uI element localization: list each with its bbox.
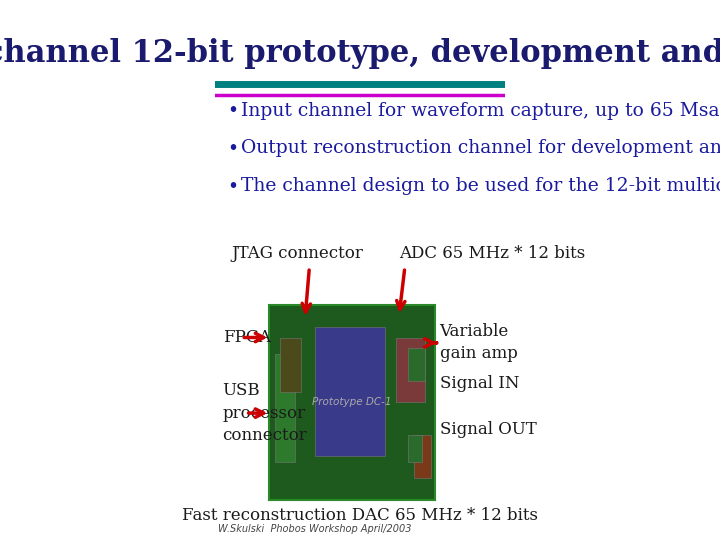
- Text: Prototype DC-1: Prototype DC-1: [312, 397, 392, 407]
- Text: ADC 65 MHz * 12 bits: ADC 65 MHz * 12 bits: [399, 245, 585, 262]
- Bar: [396, 338, 425, 402]
- Bar: [274, 354, 295, 462]
- Text: USB
processor
connector: USB processor connector: [222, 382, 307, 444]
- Text: Input channel for waveform capture, up to 65 Msamples/s.: Input channel for waveform capture, up t…: [241, 102, 720, 120]
- Bar: [408, 435, 422, 462]
- Text: Signal OUT: Signal OUT: [439, 421, 536, 438]
- Bar: [408, 348, 425, 381]
- Text: Output reconstruction channel for development and diagnostic.: Output reconstruction channel for develo…: [241, 139, 720, 158]
- Text: JTAG connector: JTAG connector: [232, 245, 364, 262]
- Bar: [270, 308, 433, 497]
- Text: The channel design to be used for the 12-bit multichannel board.: The channel design to be used for the 12…: [241, 177, 720, 195]
- Text: FPGA: FPGA: [222, 329, 271, 346]
- Text: Fast reconstruction DAC 65 MHz * 12 bits: Fast reconstruction DAC 65 MHz * 12 bits: [182, 507, 538, 523]
- Text: •: •: [228, 139, 238, 158]
- Text: W.Skulski  Phobos Workshop April/2003: W.Skulski Phobos Workshop April/2003: [218, 523, 412, 534]
- Bar: [281, 338, 301, 392]
- Bar: [269, 305, 435, 500]
- Bar: [413, 435, 431, 478]
- Text: Signal IN: Signal IN: [439, 375, 519, 392]
- Text: Variable
gain amp: Variable gain amp: [439, 323, 518, 362]
- Text: Single channel 12-bit prototype, development and testing: Single channel 12-bit prototype, develop…: [0, 38, 720, 69]
- Bar: [315, 327, 384, 456]
- Text: •: •: [228, 177, 238, 196]
- Text: •: •: [228, 101, 238, 120]
